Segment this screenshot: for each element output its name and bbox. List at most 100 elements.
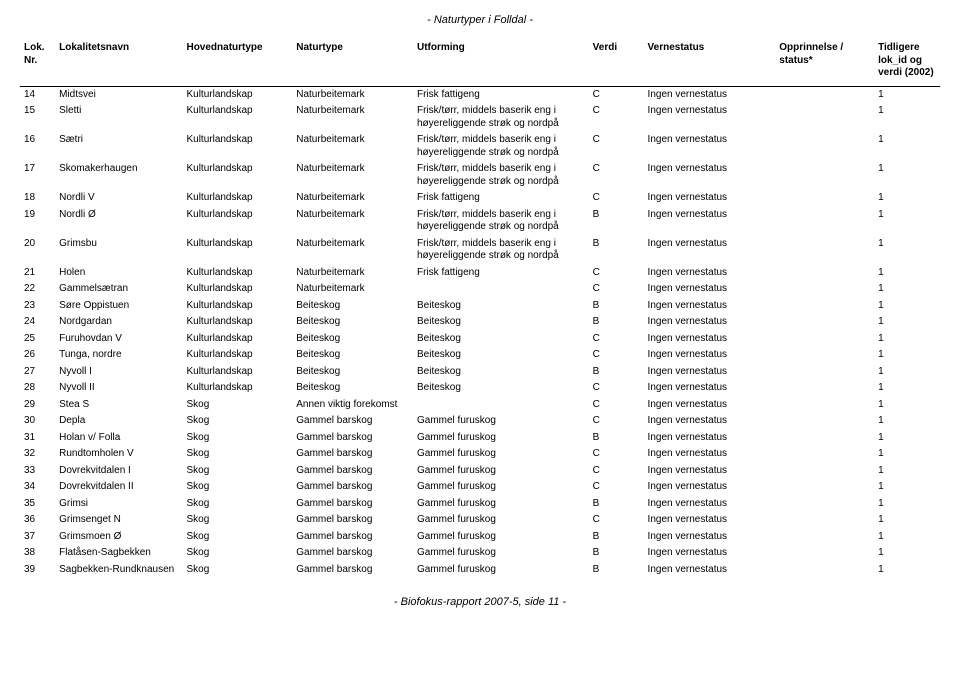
cell-hoved: Kulturlandskap bbox=[182, 281, 292, 298]
col-verdi: Verdi bbox=[589, 40, 644, 86]
cell-tidl: 1 bbox=[874, 298, 940, 315]
cell-utform: Frisk fattigeng bbox=[413, 190, 589, 207]
table-row: 27Nyvoll IKulturlandskapBeiteskogBeitesk… bbox=[20, 364, 940, 381]
table-row: 34Dovrekvitdalen IISkogGammel barskogGam… bbox=[20, 479, 940, 496]
table-row: 37Grimsmoen ØSkogGammel barskogGammel fu… bbox=[20, 529, 940, 546]
col-utform: Utforming bbox=[413, 40, 589, 86]
cell-lokname: Skomakerhaugen bbox=[55, 161, 182, 190]
cell-verne: Ingen vernestatus bbox=[644, 207, 776, 236]
table-body: 14MidtsveiKulturlandskapNaturbeitemarkFr… bbox=[20, 86, 940, 578]
col-lokname: Lokalitetsnavn bbox=[55, 40, 182, 86]
cell-natur: Gammel barskog bbox=[292, 430, 413, 447]
cell-utform: Gammel furuskog bbox=[413, 496, 589, 513]
cell-tidl: 1 bbox=[874, 496, 940, 513]
cell-oppr bbox=[775, 446, 874, 463]
cell-lokname: Depla bbox=[55, 413, 182, 430]
cell-loknr: 30 bbox=[20, 413, 55, 430]
cell-natur: Naturbeitemark bbox=[292, 190, 413, 207]
cell-tidl: 1 bbox=[874, 161, 940, 190]
cell-loknr: 20 bbox=[20, 236, 55, 265]
cell-lokname: Holan v/ Folla bbox=[55, 430, 182, 447]
cell-verne: Ingen vernestatus bbox=[644, 413, 776, 430]
cell-hoved: Kulturlandskap bbox=[182, 207, 292, 236]
cell-verne: Ingen vernestatus bbox=[644, 161, 776, 190]
cell-verdi: C bbox=[589, 331, 644, 348]
cell-oppr bbox=[775, 529, 874, 546]
cell-oppr bbox=[775, 512, 874, 529]
cell-verne: Ingen vernestatus bbox=[644, 446, 776, 463]
cell-verdi: B bbox=[589, 298, 644, 315]
cell-utform: Beiteskog bbox=[413, 331, 589, 348]
cell-loknr: 28 bbox=[20, 380, 55, 397]
cell-utform: Frisk/tørr, middels baserik eng i høyere… bbox=[413, 132, 589, 161]
cell-utform: Beiteskog bbox=[413, 314, 589, 331]
cell-loknr: 14 bbox=[20, 86, 55, 103]
cell-oppr bbox=[775, 430, 874, 447]
cell-loknr: 27 bbox=[20, 364, 55, 381]
cell-lokname: Furuhovdan V bbox=[55, 331, 182, 348]
cell-tidl: 1 bbox=[874, 190, 940, 207]
cell-tidl: 1 bbox=[874, 207, 940, 236]
cell-verne: Ingen vernestatus bbox=[644, 364, 776, 381]
cell-oppr bbox=[775, 161, 874, 190]
cell-oppr bbox=[775, 331, 874, 348]
cell-oppr bbox=[775, 397, 874, 414]
col-oppr: Opprinnelse / status* bbox=[775, 40, 874, 86]
table-row: 32Rundtomholen VSkogGammel barskogGammel… bbox=[20, 446, 940, 463]
cell-natur: Gammel barskog bbox=[292, 413, 413, 430]
cell-verdi: B bbox=[589, 207, 644, 236]
cell-lokname: Grimsenget N bbox=[55, 512, 182, 529]
cell-natur: Beiteskog bbox=[292, 314, 413, 331]
cell-verne: Ingen vernestatus bbox=[644, 562, 776, 579]
cell-tidl: 1 bbox=[874, 397, 940, 414]
cell-verne: Ingen vernestatus bbox=[644, 298, 776, 315]
cell-tidl: 1 bbox=[874, 132, 940, 161]
cell-lokname: Dovrekvitdalen II bbox=[55, 479, 182, 496]
table-row: 26Tunga, nordreKulturlandskapBeiteskogBe… bbox=[20, 347, 940, 364]
cell-lokname: Gammelsætran bbox=[55, 281, 182, 298]
table-row: 15SlettiKulturlandskapNaturbeitemarkFris… bbox=[20, 103, 940, 132]
cell-verne: Ingen vernestatus bbox=[644, 331, 776, 348]
table-row: 18Nordli VKulturlandskapNaturbeitemarkFr… bbox=[20, 190, 940, 207]
cell-oppr bbox=[775, 298, 874, 315]
cell-lokname: Grimsmoen Ø bbox=[55, 529, 182, 546]
cell-hoved: Kulturlandskap bbox=[182, 364, 292, 381]
cell-natur: Beiteskog bbox=[292, 380, 413, 397]
cell-tidl: 1 bbox=[874, 380, 940, 397]
cell-verne: Ingen vernestatus bbox=[644, 314, 776, 331]
cell-loknr: 31 bbox=[20, 430, 55, 447]
table-row: 33Dovrekvitdalen ISkogGammel barskogGamm… bbox=[20, 463, 940, 480]
col-tidl: Tidligere lok_id og verdi (2002) bbox=[874, 40, 940, 86]
cell-verne: Ingen vernestatus bbox=[644, 281, 776, 298]
cell-verdi: B bbox=[589, 545, 644, 562]
table-row: 35GrimsiSkogGammel barskogGammel furusko… bbox=[20, 496, 940, 513]
table-header-row: Lok. Nr. Lokalitetsnavn Hovednaturtype N… bbox=[20, 40, 940, 86]
cell-tidl: 1 bbox=[874, 86, 940, 103]
cell-oppr bbox=[775, 347, 874, 364]
cell-verdi: C bbox=[589, 265, 644, 282]
page-container: - Naturtyper i Folldal - Lok. Nr. Lokali… bbox=[0, 0, 960, 624]
cell-loknr: 35 bbox=[20, 496, 55, 513]
table-row: 23Søre OppistuenKulturlandskapBeiteskogB… bbox=[20, 298, 940, 315]
cell-natur: Naturbeitemark bbox=[292, 265, 413, 282]
cell-hoved: Skog bbox=[182, 413, 292, 430]
cell-verdi: C bbox=[589, 132, 644, 161]
cell-hoved: Kulturlandskap bbox=[182, 103, 292, 132]
cell-loknr: 39 bbox=[20, 562, 55, 579]
cell-verdi: B bbox=[589, 236, 644, 265]
cell-oppr bbox=[775, 236, 874, 265]
col-loknr: Lok. Nr. bbox=[20, 40, 55, 86]
cell-loknr: 36 bbox=[20, 512, 55, 529]
cell-hoved: Kulturlandskap bbox=[182, 331, 292, 348]
cell-tidl: 1 bbox=[874, 281, 940, 298]
cell-natur: Naturbeitemark bbox=[292, 161, 413, 190]
cell-utform: Gammel furuskog bbox=[413, 413, 589, 430]
cell-verdi: B bbox=[589, 364, 644, 381]
table-row: 25Furuhovdan VKulturlandskapBeiteskogBei… bbox=[20, 331, 940, 348]
data-table: Lok. Nr. Lokalitetsnavn Hovednaturtype N… bbox=[20, 40, 940, 578]
cell-loknr: 24 bbox=[20, 314, 55, 331]
cell-natur: Naturbeitemark bbox=[292, 207, 413, 236]
cell-tidl: 1 bbox=[874, 364, 940, 381]
cell-verne: Ingen vernestatus bbox=[644, 347, 776, 364]
cell-tidl: 1 bbox=[874, 512, 940, 529]
